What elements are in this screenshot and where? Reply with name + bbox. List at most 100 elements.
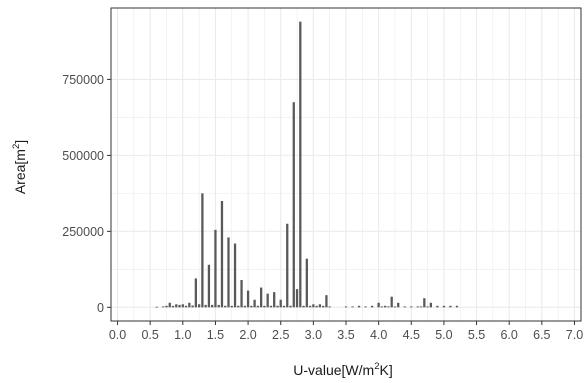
bar bbox=[282, 305, 286, 308]
bar bbox=[442, 305, 446, 308]
major-gridlines bbox=[111, 8, 581, 321]
x-tick-label: 0.5 bbox=[141, 328, 158, 342]
bar bbox=[250, 305, 253, 308]
x-tick-label: 2.5 bbox=[272, 328, 289, 342]
bar bbox=[217, 304, 220, 308]
y-axis: 0 250000 500000 750000 bbox=[62, 73, 111, 315]
bar bbox=[289, 305, 292, 308]
bar bbox=[269, 305, 273, 308]
bar bbox=[273, 292, 276, 308]
x-tick-label: 0.0 bbox=[109, 328, 126, 342]
bar bbox=[246, 290, 250, 308]
bar bbox=[201, 193, 204, 308]
bar bbox=[312, 304, 315, 308]
bar bbox=[165, 305, 168, 308]
bar bbox=[171, 305, 175, 308]
bar bbox=[351, 306, 354, 308]
bar bbox=[318, 304, 322, 308]
bar bbox=[230, 305, 233, 308]
bar bbox=[429, 302, 433, 308]
bar bbox=[256, 305, 260, 308]
x-tick-label: 1.5 bbox=[207, 328, 224, 342]
bar bbox=[224, 305, 227, 308]
bar bbox=[387, 306, 390, 308]
x-axis-title: U-value[W/m2K] bbox=[293, 361, 392, 378]
bar bbox=[237, 305, 240, 308]
bar bbox=[410, 306, 413, 308]
x-tick-label: 7.0 bbox=[566, 328, 583, 342]
bar bbox=[344, 306, 348, 308]
bar bbox=[436, 305, 439, 308]
bar bbox=[178, 304, 181, 308]
x-axis: 0.0 0.5 1.0 1.5 2.0 2.5 3.0 3.5 4.0 4.5 5.0 5.5 6.0 6… bbox=[109, 321, 583, 342]
bar bbox=[295, 289, 299, 308]
bar bbox=[266, 293, 269, 308]
bar bbox=[233, 243, 237, 308]
bar bbox=[364, 306, 367, 308]
bar bbox=[286, 223, 289, 308]
bar bbox=[211, 304, 214, 308]
bar-series bbox=[155, 21, 459, 308]
bar bbox=[175, 304, 178, 308]
bar bbox=[188, 302, 191, 308]
bar bbox=[191, 305, 194, 308]
bar bbox=[370, 305, 374, 308]
bar bbox=[253, 299, 256, 308]
bar bbox=[168, 302, 171, 308]
bar bbox=[220, 200, 224, 308]
bar bbox=[322, 305, 325, 308]
bar bbox=[214, 229, 217, 308]
x-tick-label: 3.0 bbox=[305, 328, 322, 342]
y-tick-label: 250000 bbox=[62, 225, 104, 239]
bar bbox=[449, 305, 452, 308]
x-tick-label: 6.5 bbox=[533, 328, 550, 342]
y-tick-label: 0 bbox=[97, 301, 104, 315]
bar bbox=[419, 306, 423, 308]
bar bbox=[305, 258, 308, 308]
bar bbox=[384, 305, 387, 308]
bar bbox=[204, 304, 207, 308]
bar bbox=[390, 296, 393, 308]
bar bbox=[302, 305, 305, 308]
x-tick-label: 6.0 bbox=[500, 328, 517, 342]
bar bbox=[380, 306, 384, 308]
x-tick-label: 5.5 bbox=[468, 328, 485, 342]
bar bbox=[279, 299, 282, 308]
bar bbox=[426, 306, 429, 308]
bar bbox=[194, 278, 198, 308]
bar bbox=[243, 305, 246, 308]
bar bbox=[276, 305, 279, 308]
bar bbox=[207, 264, 211, 308]
bar bbox=[315, 305, 318, 308]
bar bbox=[240, 279, 243, 308]
bar bbox=[393, 306, 397, 308]
bar bbox=[403, 306, 406, 308]
bar bbox=[328, 306, 331, 308]
bar bbox=[455, 305, 459, 308]
bar bbox=[155, 306, 158, 308]
bar bbox=[423, 298, 426, 308]
x-tick-label: 1.0 bbox=[174, 328, 191, 342]
bar bbox=[357, 305, 361, 308]
bar bbox=[197, 304, 201, 308]
bar bbox=[181, 304, 184, 308]
bar bbox=[397, 302, 400, 308]
bar bbox=[308, 305, 312, 308]
y-tick-label: 750000 bbox=[62, 73, 104, 87]
bar bbox=[299, 21, 302, 308]
bar bbox=[377, 302, 380, 308]
x-tick-label: 2.0 bbox=[239, 328, 256, 342]
x-tick-label: 3.5 bbox=[337, 328, 354, 342]
bar bbox=[259, 287, 263, 308]
y-tick-label: 500000 bbox=[62, 149, 104, 163]
bar bbox=[227, 237, 230, 308]
x-tick-label: 4.5 bbox=[403, 328, 420, 342]
bar bbox=[184, 305, 188, 308]
bar bbox=[263, 305, 266, 308]
bar bbox=[162, 306, 165, 308]
x-tick-label: 4.0 bbox=[370, 328, 387, 342]
bar bbox=[416, 306, 419, 308]
bar bbox=[292, 102, 295, 308]
x-tick-label: 5.0 bbox=[435, 328, 452, 342]
